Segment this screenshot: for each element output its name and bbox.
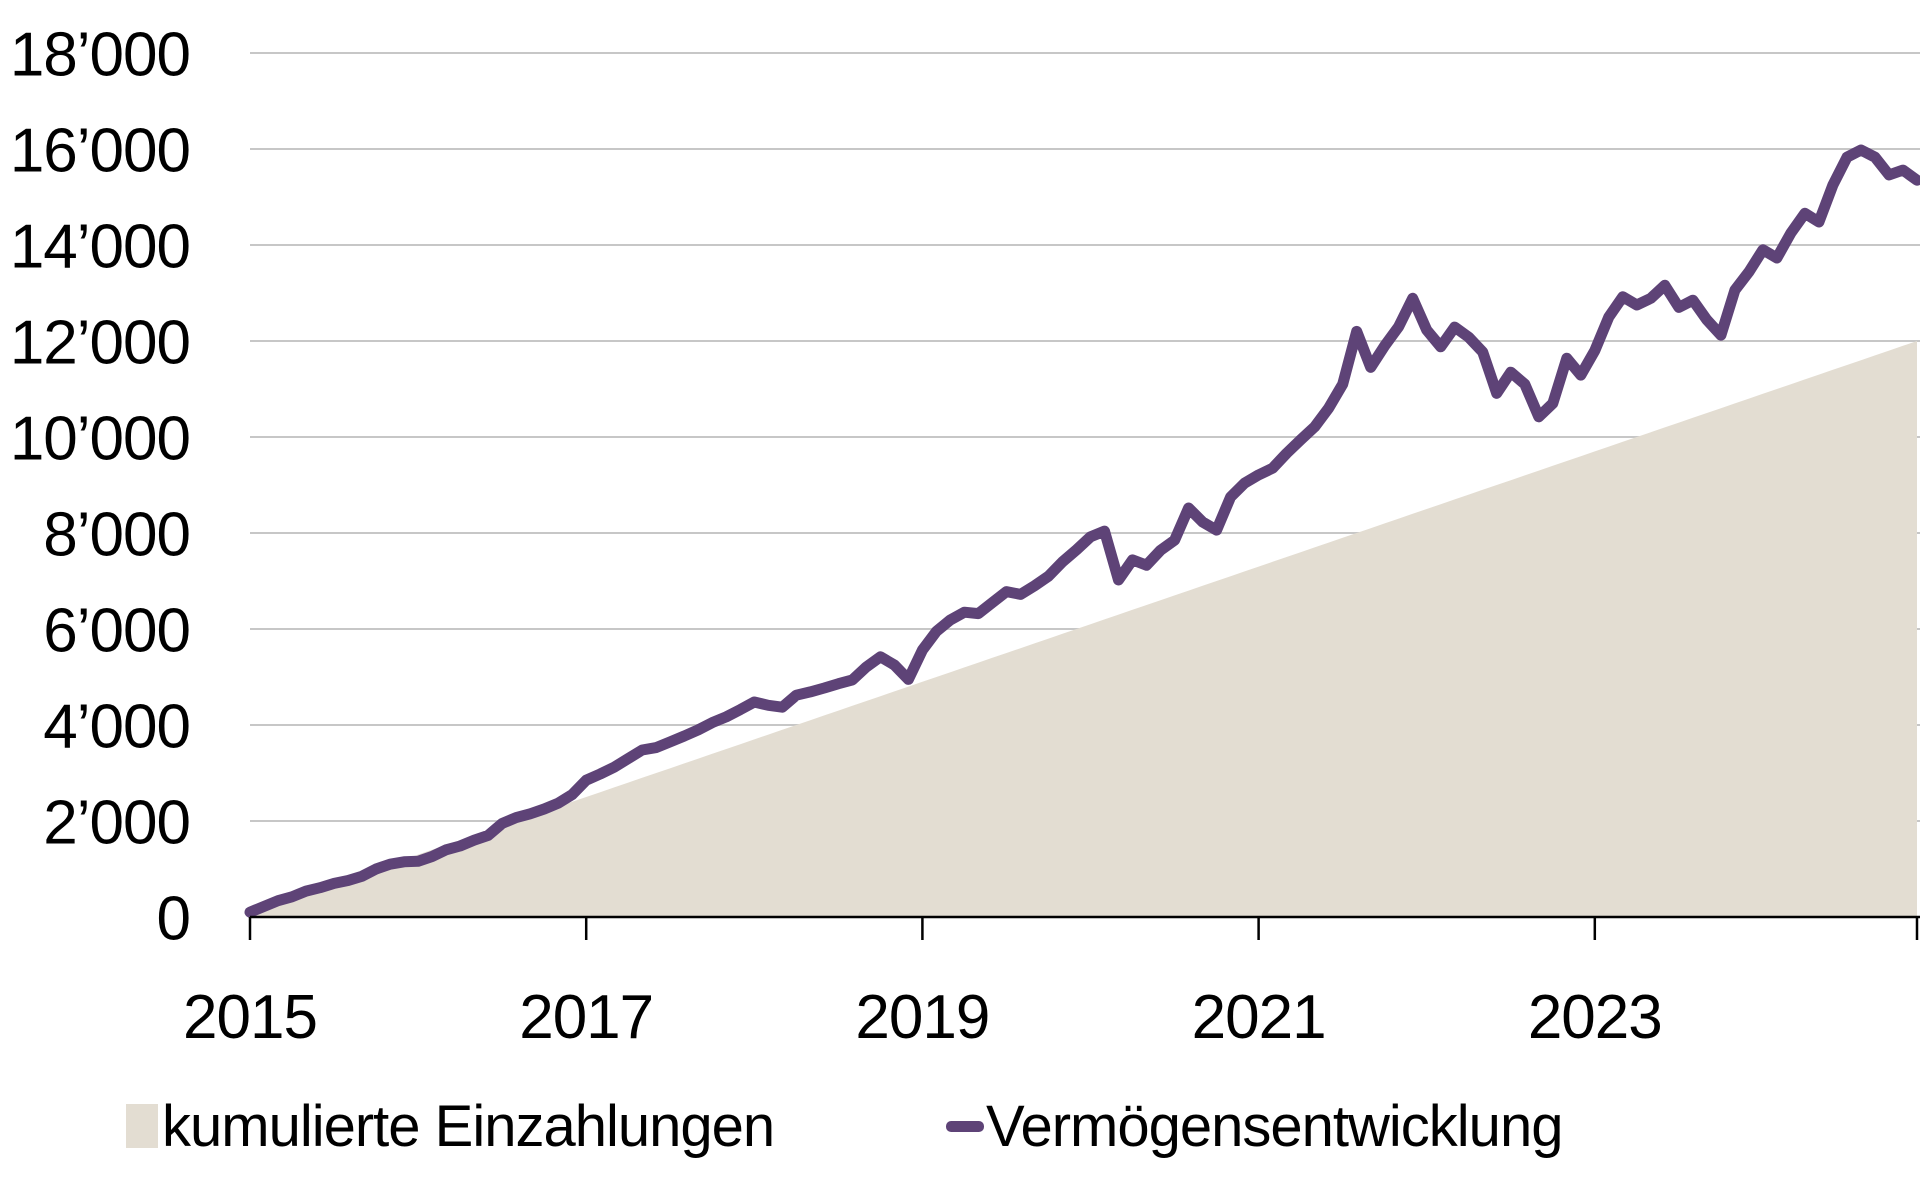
y-axis-label-12000: 12’000 — [10, 308, 190, 377]
legend-label-deposits: kumulierte Einzahlungen — [162, 1093, 775, 1159]
y-axis-label-4000: 4’000 — [43, 692, 190, 761]
legend-label-portfolio: Vermögensentwicklung — [986, 1093, 1563, 1159]
gridlines — [250, 52, 1920, 822]
y-axis-labels: 0 2’000 4’000 6’000 8’000 10’000 12’000 14’000 1… — [10, 20, 191, 953]
portfolio-line-series — [244, 144, 1920, 918]
x-axis-label-2019: 2019 — [855, 983, 989, 1052]
y-axis-label-6000: 6’000 — [43, 596, 190, 665]
x-axis-label-2021: 2021 — [1192, 983, 1326, 1052]
legend-item-deposits: kumulierte Einzahlungen — [126, 1094, 775, 1159]
x-axis-labels: 2015 2017 2019 2021 2023 — [183, 983, 1663, 1052]
y-axis-label-2000: 2’000 — [43, 788, 190, 857]
y-axis-label-14000: 14’000 — [10, 212, 190, 281]
area-legend-swatch — [126, 1104, 158, 1148]
y-axis-label-8000: 8’000 — [43, 500, 190, 569]
y-axis-label-10000: 10’000 — [10, 404, 190, 473]
x-axis-label-2017: 2017 — [519, 983, 653, 1052]
x-axis-label-2015: 2015 — [183, 983, 317, 1052]
line-legend-dash-icon — [946, 1120, 984, 1132]
x-axis-ticks — [248, 917, 1919, 940]
y-axis-label-0: 0 — [157, 884, 190, 953]
legend-item-portfolio: Vermögensentwicklung — [946, 1094, 1563, 1159]
x-axis-label-2023: 2023 — [1528, 983, 1662, 1052]
deposits-area-series — [250, 341, 1917, 917]
legend: kumulierte Einzahlungen Vermögensentwick… — [0, 1094, 1920, 1159]
y-axis-label-18000: 18’000 — [10, 20, 190, 89]
y-axis-label-16000: 16’000 — [10, 116, 190, 185]
